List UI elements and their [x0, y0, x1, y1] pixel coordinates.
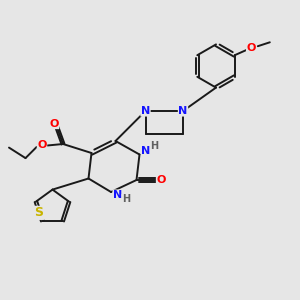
Text: O: O: [49, 118, 59, 129]
Text: N: N: [178, 106, 188, 116]
Text: S: S: [34, 206, 43, 219]
Text: O: O: [247, 43, 256, 53]
Text: H: H: [122, 194, 130, 205]
Text: N: N: [113, 190, 122, 200]
Text: O: O: [156, 175, 166, 185]
Text: N: N: [141, 106, 150, 116]
Text: H: H: [150, 141, 159, 151]
Text: O: O: [37, 140, 47, 151]
Text: N: N: [142, 146, 151, 156]
